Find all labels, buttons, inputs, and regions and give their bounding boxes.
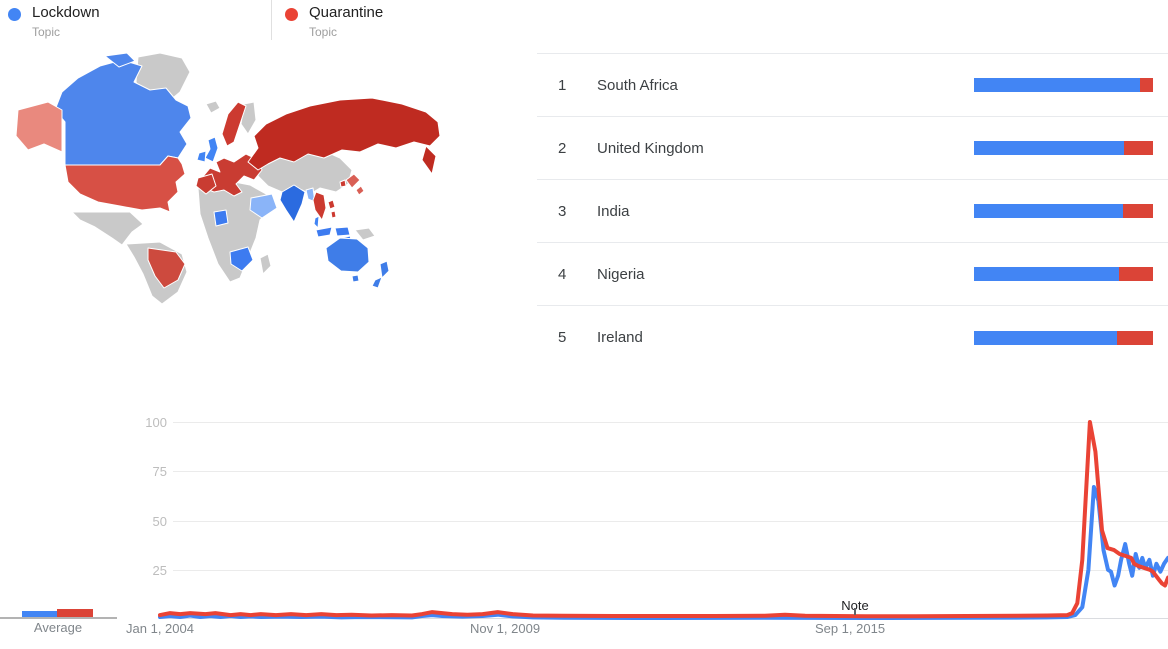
list-item[interactable]: 5 Ireland bbox=[537, 306, 1168, 369]
gridline bbox=[173, 521, 1168, 522]
rank-number: 5 bbox=[558, 329, 567, 346]
lockdown-bar-segment bbox=[974, 267, 1119, 281]
map-region-tasmania[interactable] bbox=[351, 274, 360, 283]
quarantine-bar-segment bbox=[1123, 204, 1153, 218]
legend-label: Lockdown bbox=[32, 4, 100, 21]
map-region-philippines[interactable] bbox=[327, 199, 336, 210]
lockdown-bar-segment bbox=[974, 78, 1140, 92]
legend-divider bbox=[271, 0, 272, 40]
legend-sublabel: Topic bbox=[32, 25, 61, 39]
average-label: Average bbox=[33, 620, 83, 635]
map-region-papua[interactable] bbox=[354, 227, 376, 241]
map-region-iceland[interactable] bbox=[205, 100, 221, 114]
country-ranking-list: 1 South Africa 2 United Kingdom 3 India … bbox=[537, 53, 1168, 369]
quarantine-bar-segment bbox=[1140, 78, 1153, 92]
map-region-new-zealand-south[interactable] bbox=[371, 276, 383, 289]
quarantine-line-series bbox=[158, 420, 1168, 619]
map-region-malaysia[interactable] bbox=[313, 215, 320, 229]
map-region-australia[interactable] bbox=[325, 237, 370, 273]
map-region-ireland[interactable] bbox=[196, 150, 207, 163]
comparison-bar bbox=[974, 204, 1153, 218]
comparison-bar bbox=[974, 78, 1153, 92]
rank-number: 4 bbox=[558, 265, 567, 283]
rank-number: 2 bbox=[558, 139, 567, 157]
map-region-kamchatka[interactable] bbox=[421, 145, 437, 175]
map-region-south-africa[interactable] bbox=[229, 246, 254, 272]
map-region-usa[interactable] bbox=[64, 155, 186, 213]
map-region-alaska[interactable] bbox=[15, 101, 63, 153]
map-region-southeast-asia[interactable] bbox=[312, 191, 327, 221]
map-region-korea[interactable] bbox=[339, 179, 347, 188]
map-region-madagascar[interactable] bbox=[259, 253, 272, 275]
comparison-bar bbox=[974, 141, 1153, 155]
note-tick-marker bbox=[854, 608, 856, 615]
gridline bbox=[173, 570, 1168, 571]
world-map-svg bbox=[15, 52, 441, 305]
rank-number: 3 bbox=[558, 202, 567, 220]
y-axis-tick-label: 75 bbox=[152, 464, 167, 479]
list-item[interactable]: 4 Nigeria bbox=[537, 243, 1168, 306]
map-region-brazil[interactable] bbox=[147, 247, 186, 289]
map-region-canada-islands[interactable] bbox=[104, 52, 136, 68]
map-region-india[interactable] bbox=[279, 184, 306, 223]
list-item[interactable]: 3 India bbox=[537, 180, 1168, 243]
map-region-scandinavia[interactable] bbox=[221, 101, 247, 147]
list-item[interactable]: 1 South Africa bbox=[537, 54, 1168, 117]
comparison-legend: Lockdown Topic Quarantine Topic bbox=[0, 0, 1168, 44]
world-map[interactable] bbox=[10, 52, 450, 310]
lockdown-bar-segment bbox=[974, 204, 1123, 218]
legend-item-quarantine[interactable]: Quarantine Topic bbox=[285, 4, 383, 40]
map-region-nigeria[interactable] bbox=[213, 209, 229, 227]
quarantine-bar-segment bbox=[1124, 141, 1153, 155]
map-region-philippines-south[interactable] bbox=[330, 210, 337, 219]
map-region-canada[interactable] bbox=[54, 59, 192, 166]
legend-item-lockdown[interactable]: Lockdown Topic bbox=[8, 4, 100, 40]
country-name: Ireland bbox=[597, 329, 643, 346]
lockdown-bar-segment bbox=[974, 141, 1124, 155]
rank-number: 1 bbox=[558, 76, 567, 94]
lockdown-color-dot bbox=[8, 8, 21, 21]
comparison-bar bbox=[974, 330, 1153, 345]
map-region-iberia[interactable] bbox=[195, 173, 217, 195]
country-name: India bbox=[597, 202, 630, 220]
map-region-uk[interactable] bbox=[204, 136, 219, 163]
quarantine-bar-segment bbox=[1117, 330, 1153, 345]
note-link[interactable]: Note bbox=[841, 598, 869, 613]
quarantine-bar-segment bbox=[1119, 267, 1153, 281]
country-name: South Africa bbox=[597, 76, 678, 94]
lockdown-bar-segment bbox=[974, 330, 1117, 345]
average-baseline bbox=[0, 617, 117, 619]
average-bar-quarantine[interactable] bbox=[57, 609, 93, 617]
map-region-new-zealand-north[interactable] bbox=[379, 260, 390, 279]
x-axis-tick-label: Nov 1, 2009 bbox=[469, 621, 541, 636]
lockdown-line-series bbox=[158, 485, 1168, 620]
y-axis-tick-label: 100 bbox=[145, 415, 167, 430]
list-item[interactable]: 2 United Kingdom bbox=[537, 117, 1168, 180]
country-name: United Kingdom bbox=[597, 139, 704, 157]
y-axis-tick-label: 50 bbox=[152, 514, 167, 529]
average-bar-lockdown[interactable] bbox=[22, 611, 57, 617]
legend-sublabel: Topic bbox=[309, 25, 338, 39]
interest-over-time-chart[interactable] bbox=[158, 417, 1168, 623]
map-region-indonesia-east[interactable] bbox=[334, 226, 351, 237]
map-region-russia[interactable] bbox=[247, 97, 441, 171]
map-region-indonesia[interactable] bbox=[315, 226, 333, 238]
comparison-bar bbox=[974, 267, 1153, 281]
map-region-japan-south[interactable] bbox=[355, 185, 365, 196]
map-region-saudi-arabia[interactable] bbox=[249, 193, 278, 219]
x-axis-tick-label: Sep 1, 2015 bbox=[814, 621, 886, 636]
country-name: Nigeria bbox=[597, 265, 645, 283]
x-axis-tick-label: Jan 1, 2004 bbox=[126, 621, 194, 636]
map-region-japan[interactable] bbox=[345, 173, 361, 189]
gridline bbox=[173, 422, 1168, 423]
legend-label: Quarantine bbox=[309, 4, 384, 21]
quarantine-color-dot bbox=[285, 8, 298, 21]
y-axis-tick-label: 25 bbox=[152, 563, 167, 578]
gridline bbox=[173, 471, 1168, 472]
map-region-mexico[interactable] bbox=[71, 211, 144, 246]
